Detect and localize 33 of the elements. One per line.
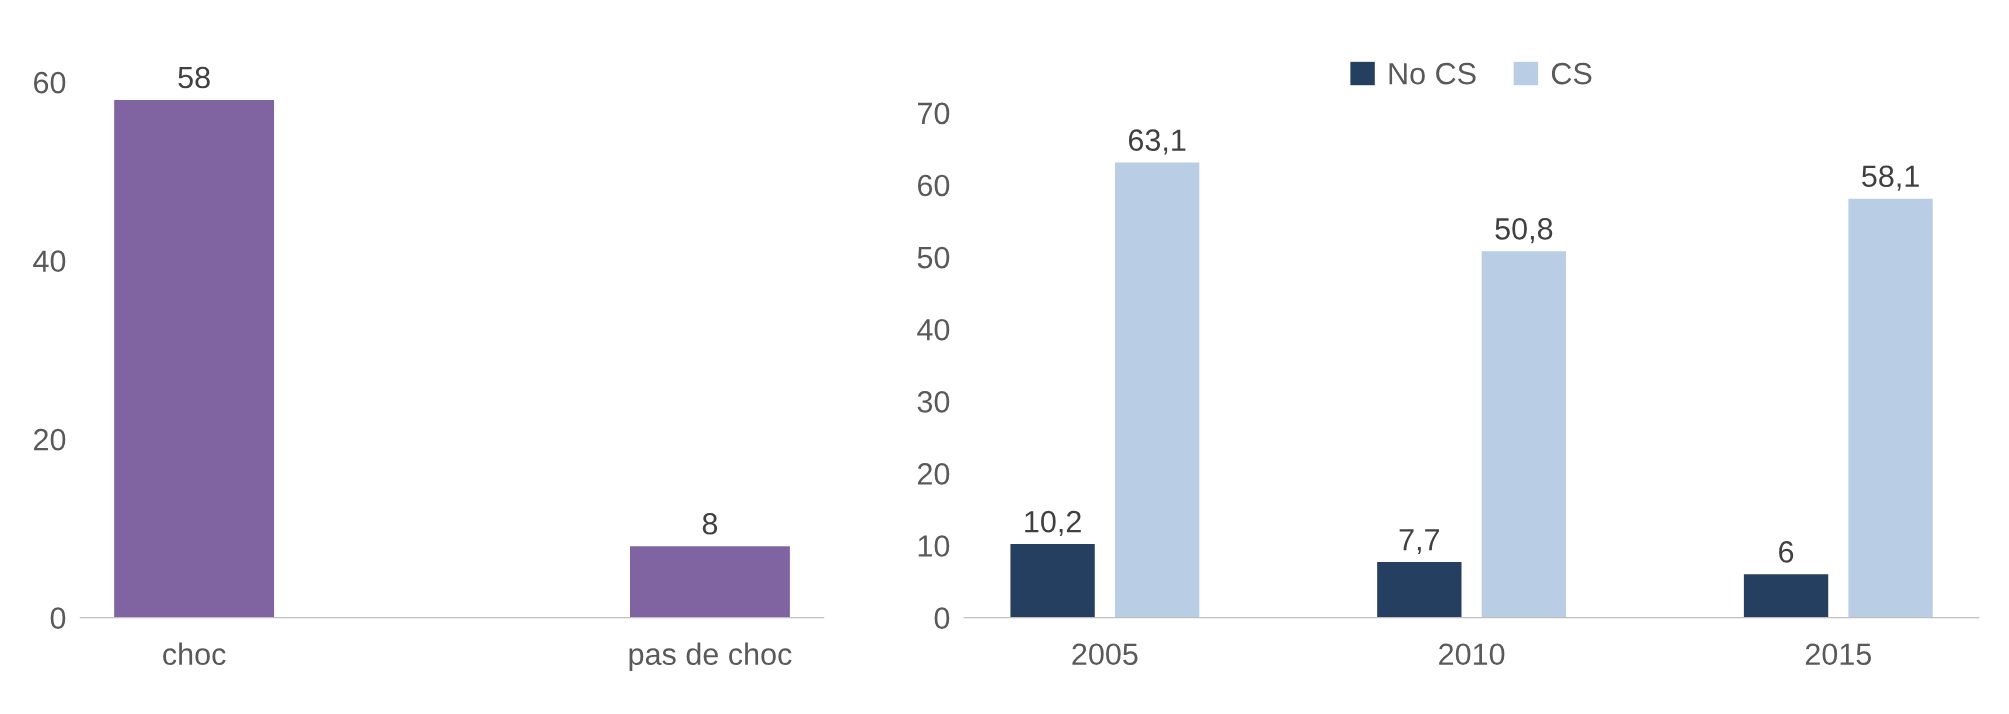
bar <box>1010 544 1095 618</box>
y-tick-label: 50 <box>917 246 950 269</box>
x-tick-label: pas de choc <box>629 642 792 672</box>
data-label: 50,8 <box>1495 218 1553 244</box>
y-tick-label: 20 <box>34 428 66 451</box>
bar <box>1481 251 1567 618</box>
data-label: 8 <box>702 512 718 535</box>
x-tick-label: choc <box>163 642 226 666</box>
y-tick-label: 40 <box>33 250 66 272</box>
y-tick-label: 60 <box>34 71 66 94</box>
y-tick-label: 20 <box>917 463 950 485</box>
bar <box>1114 162 1200 618</box>
legend-label: CS <box>1551 62 1592 85</box>
data-label: 63,1 <box>1128 129 1186 155</box>
data-label: 58 <box>178 66 210 89</box>
y-tick-label: 30 <box>917 391 950 413</box>
y-tick-label: 0 <box>934 607 950 629</box>
data-label: 7,7 <box>1399 529 1440 555</box>
data-label: 6 <box>1779 541 1794 563</box>
data-label: 10,2 <box>1025 510 1081 537</box>
y-tick-label: 60 <box>918 174 950 197</box>
y-tick-label: 40 <box>917 318 950 341</box>
legend-label: No CS <box>1389 62 1476 85</box>
bar <box>1377 562 1462 618</box>
y-tick-label: 70 <box>918 102 950 125</box>
data-label: 58,1 <box>1862 165 1919 191</box>
x-tick-label: 2015 <box>1805 643 1872 666</box>
y-tick-label: 10 <box>918 535 950 557</box>
bar <box>1743 574 1829 618</box>
y-tick-label: 0 <box>50 607 66 629</box>
x-tick-label: 2005 <box>1072 643 1138 666</box>
bar <box>1848 198 1933 618</box>
x-tick-label: 2010 <box>1439 643 1505 666</box>
